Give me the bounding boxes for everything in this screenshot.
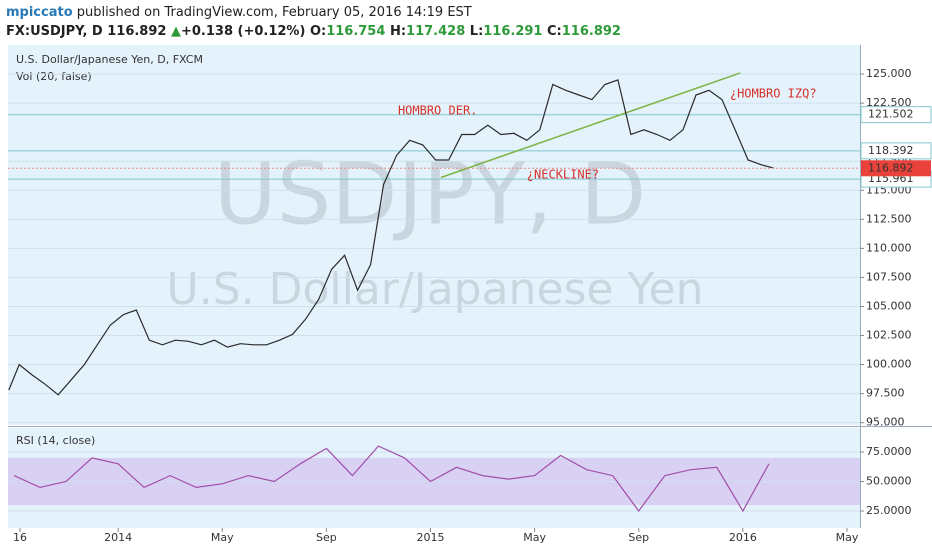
y-tick-label: 100.000 — [866, 358, 912, 371]
y-tick-label: 112.500 — [866, 212, 912, 225]
series-line — [8, 79, 775, 396]
series-line — [13, 445, 770, 513]
h-label: H: — [390, 24, 406, 39]
quote-line: FX:USDJPY, D 116.892 ▲+0.138 (+0.12%) O:… — [6, 24, 621, 39]
o-label: O: — [310, 24, 326, 39]
last-price-box — [861, 160, 931, 177]
l-label: L: — [470, 24, 483, 39]
x-tick-label: 2016 — [729, 531, 757, 544]
x-tick-label: 2015 — [416, 531, 444, 544]
l-value: 116.291 — [483, 24, 542, 39]
h-value: 117.428 — [406, 24, 465, 39]
x-tick-label: May — [211, 531, 234, 544]
neckline — [440, 72, 741, 179]
price-label-box — [860, 106, 932, 124]
c-value: 116.892 — [562, 24, 621, 39]
y-tick-label: 107.500 — [866, 270, 912, 283]
price-label: 121.502 — [868, 108, 914, 121]
pane-title: U.S. Dollar/Japanese Yen, D, FXCM — [16, 53, 203, 66]
y-tick-label: 102.500 — [866, 329, 912, 342]
rsi-title: RSI (14, close) — [16, 434, 95, 447]
x-tick-label: May — [836, 531, 859, 544]
publish-line: mpiccato published on TradingView.com, F… — [6, 5, 472, 20]
y-tick-label: 125.000 — [866, 67, 912, 80]
price-pane — [8, 45, 860, 425]
y-tick-label: 110.000 — [866, 241, 912, 254]
x-tick-label: Sep — [316, 531, 337, 544]
last-price-label: 116.892 — [868, 161, 914, 174]
y-tick-label: 97.500 — [866, 387, 905, 400]
c-label: C: — [547, 24, 562, 39]
x-tick-label: 16 — [13, 531, 27, 544]
symbol: FX:USDJPY, D — [6, 24, 103, 39]
y-tick-label: 25.0000 — [866, 504, 912, 517]
arrow: ▲ — [171, 24, 181, 39]
price-label: 118.392 — [868, 144, 914, 157]
x-tick-label: 2014 — [104, 531, 132, 544]
annotation: ¿HOMBRO IZQ? — [730, 86, 817, 100]
price-label-box — [860, 142, 932, 160]
x-tick-label: Sep — [628, 531, 649, 544]
author[interactable]: mpiccato — [6, 5, 73, 20]
o-value: 116.754 — [326, 24, 385, 39]
watermark-sub: U.S. Dollar/Japanese Yen — [167, 264, 704, 315]
y-tick-label: 105.000 — [866, 299, 912, 312]
y-tick-label: 50.0000 — [866, 474, 912, 487]
x-tick-label: May — [523, 531, 546, 544]
annotation: HOMBRO DER. — [398, 104, 477, 118]
y-tick-label: 75.0000 — [866, 445, 912, 458]
last: 116.892 — [107, 24, 166, 39]
published: published on TradingView.com, February 0… — [77, 5, 472, 20]
y-tick-label: 95.000 — [866, 416, 905, 429]
y-tick-label: 122.500 — [866, 96, 912, 109]
watermark: USDJPY, D — [214, 144, 647, 244]
volume-title: Vol (20, false) — [16, 70, 92, 83]
change: +0.138 (+0.12%) — [181, 24, 305, 39]
annotation: ¿NECKLINE? — [527, 168, 599, 182]
